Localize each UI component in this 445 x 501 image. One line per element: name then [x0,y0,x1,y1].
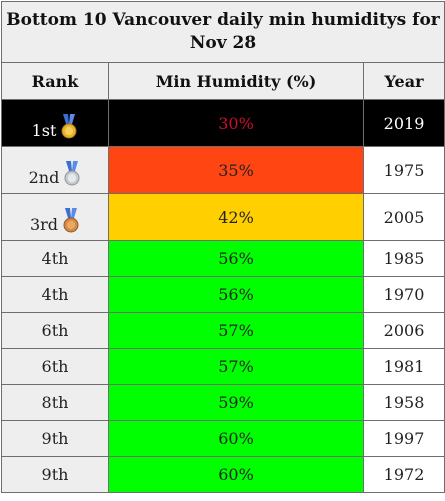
table-row: 1st 30% 2019 [1,99,445,147]
humidity-cell: 30% [108,99,364,147]
rank-label: 2nd [28,168,60,187]
bronze-medal-icon [62,208,80,234]
humidity-cell: 56% [108,276,364,313]
year-cell: 1985 [362,240,445,277]
year-cell: 2005 [362,193,445,241]
rank-header: Rank [1,62,109,100]
humidity-cell: 42% [108,193,364,241]
year-cell: 2019 [362,99,445,147]
humidity-cell: 60% [108,456,364,493]
year-cell: 2006 [362,312,445,349]
rank-label: 1st [31,121,57,140]
rank-cell: 2nd [1,146,109,194]
rank-cell: 9th [1,456,109,493]
rank-cell: 3rd [1,193,109,241]
year-cell: 1972 [362,456,445,493]
rank-cell: 1st [1,99,109,147]
rank-label: 3rd [29,215,59,234]
humidity-cell: 57% [108,312,364,349]
year-cell: 1997 [362,420,445,457]
silver-medal-icon [63,161,81,187]
rank-cell: 9th [1,420,109,457]
year-cell: 1981 [362,348,445,385]
rank-cell: 4th [1,276,109,313]
table-row: 8th 59% 1958 [1,384,445,421]
year-cell: 1958 [362,384,445,421]
year-cell: 1970 [362,276,445,313]
rank-cell: 6th [1,312,109,349]
table-row: 2nd 35% 1975 [1,146,445,194]
humidity-cell: 57% [108,348,364,385]
table-row: 6th 57% 2006 [1,312,445,349]
humidity-cell: 35% [108,146,364,194]
table-row: 6th 57% 1981 [1,348,445,385]
humidity-cell: 60% [108,420,364,457]
year-header: Year [362,62,445,100]
humidity-cell: 59% [108,384,364,421]
table-title: Bottom 10 Vancouver daily min humiditys … [0,1,445,63]
table-row: 3rd 42% 2005 [1,193,445,241]
table-row: 9th 60% 1997 [1,420,445,457]
rank-cell: 4th [1,240,109,277]
table-row: 9th 60% 1972 [1,456,445,493]
table-row: 4th 56% 1985 [1,240,445,277]
year-cell: 1975 [362,146,445,194]
rank-cell: 8th [1,384,109,421]
rank-cell: 6th [1,348,109,385]
gold-medal-icon [60,114,78,140]
humidity-header: Min Humidity (%) [108,62,364,100]
table-row: 4th 56% 1970 [1,276,445,313]
humidity-cell: 56% [108,240,364,277]
